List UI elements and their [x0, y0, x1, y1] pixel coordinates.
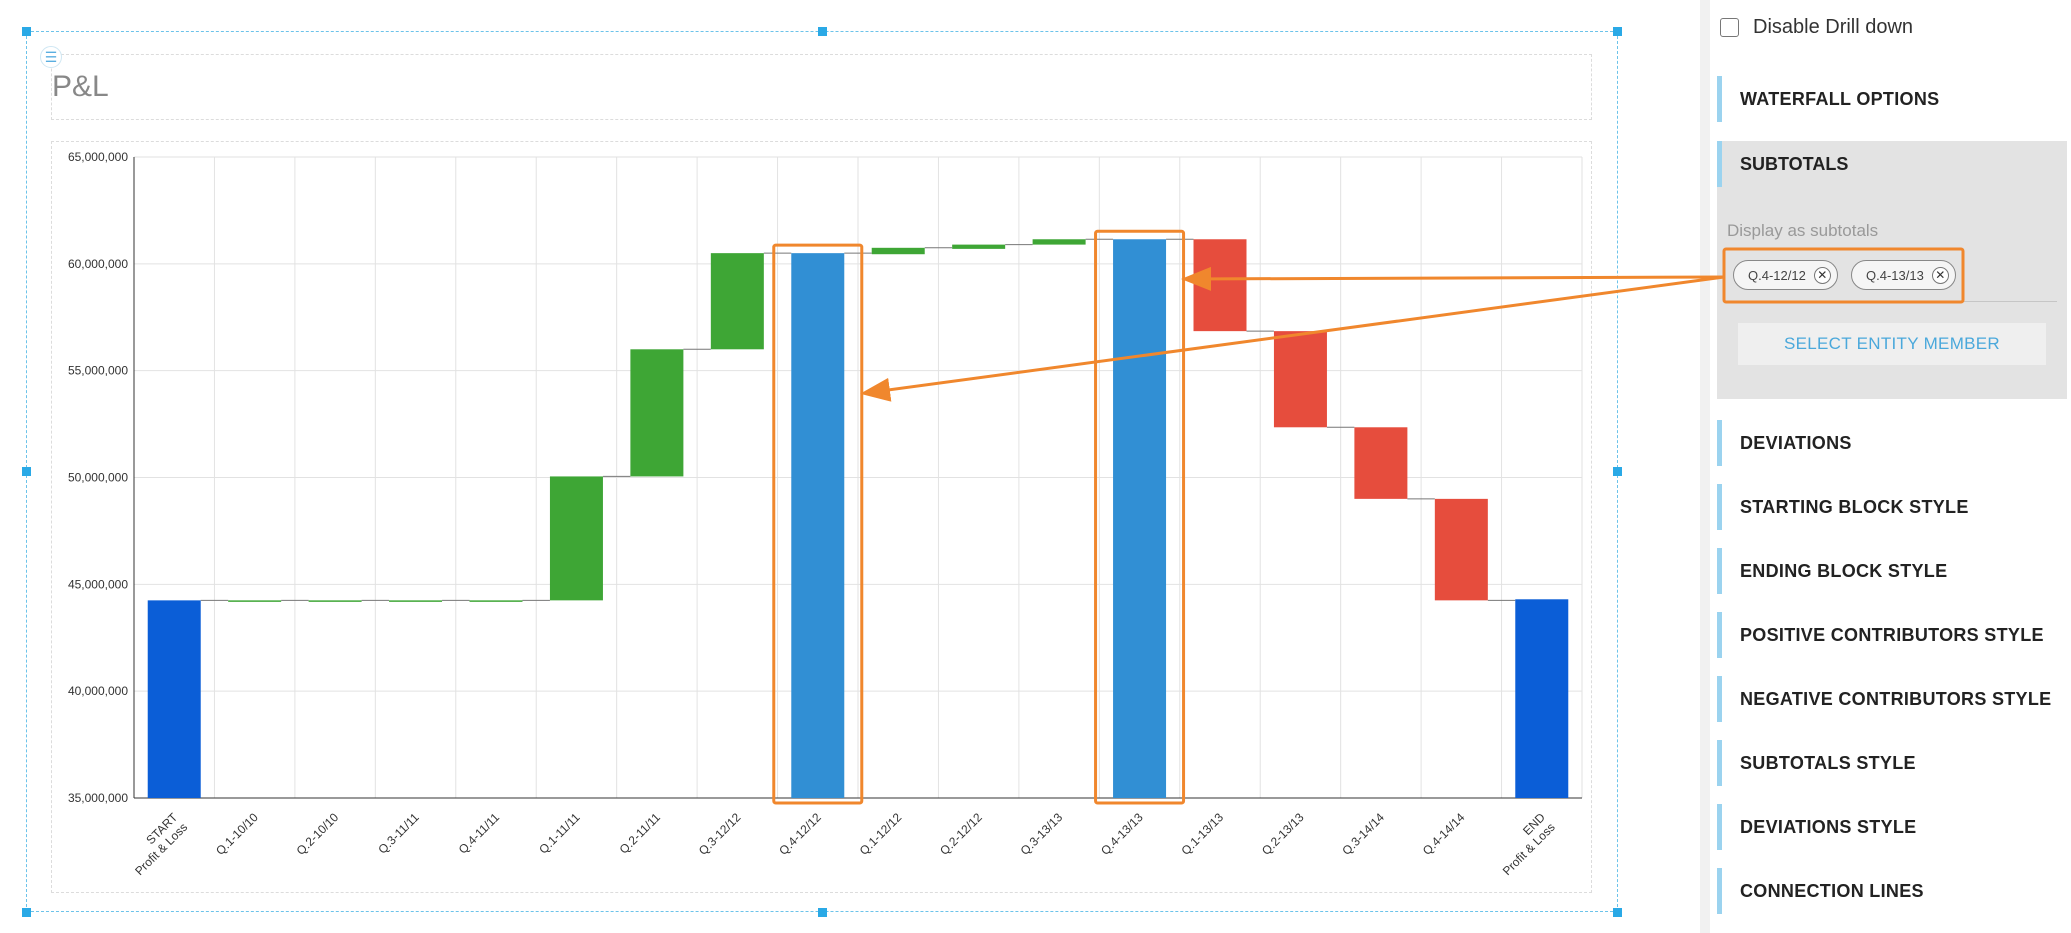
x-tick-label: Q.2-12/12	[937, 810, 985, 858]
bar-Q.1-12/12	[871, 247, 925, 255]
properties-panel	[1710, 0, 2071, 933]
x-tick-label: ENDProfit & Loss	[1490, 810, 1558, 878]
chart-container	[51, 141, 1592, 893]
resize-handle-n[interactable]	[818, 27, 827, 36]
bar-Q.2-10/10	[308, 600, 362, 602]
resize-handle-ne[interactable]	[1613, 27, 1622, 36]
x-tick-label-line: Q.4-11/11	[456, 810, 503, 857]
subtotal-chip-q4-13: Q.4-13/13 ✕	[1851, 260, 1956, 290]
x-tick-label: Q.3-12/12	[696, 810, 744, 858]
x-tick-label-line: Q.1-13/13	[1178, 810, 1226, 858]
section-deviations[interactable]: DEVIATIONS	[1717, 420, 2067, 466]
x-tick-label: Q.2-10/10	[294, 810, 342, 858]
bar-Q.3-14/14	[1354, 427, 1408, 499]
bar-Q.2-12/12	[952, 244, 1006, 249]
bar-Q.3-12/12	[710, 253, 764, 350]
chip-label: Q.4-12/12	[1748, 267, 1806, 283]
resize-handle-w[interactable]	[22, 467, 31, 476]
x-tick-label-line: Q.4-14/14	[1420, 810, 1468, 858]
bar-Q.4-13/13	[1113, 239, 1167, 799]
bar-Q.1-10/10	[228, 600, 282, 602]
page-title: P&L	[52, 70, 109, 103]
x-tick-label-line: Q.3-11/11	[375, 810, 422, 857]
disable-drill-down-label: Disable Drill down	[1753, 16, 1914, 38]
y-tick-label: 55,000,000	[68, 364, 128, 378]
x-tick-label-line: Q.1-11/11	[536, 810, 583, 857]
section-subtotals[interactable]: SUBTOTALS	[1717, 141, 2067, 187]
y-tick-label: 60,000,000	[68, 257, 128, 271]
x-tick-label-line: Q.4-12/12	[776, 810, 824, 858]
title-box	[51, 54, 1592, 120]
bar-START Profit & Loss	[147, 600, 201, 798]
canvas-area: ☰ P&L 35,000,000 40,000,000 45,000,000 50,0…	[22, 27, 1622, 917]
disable-drill-down-checkbox[interactable]	[1720, 18, 1739, 37]
waterfall-chart: 35,000,000 40,000,000 45,000,000 50,000,000…	[68, 150, 1583, 878]
bar-Q.3-13/13	[1032, 239, 1086, 245]
x-tick-label-line: Q.2-11/11	[617, 810, 664, 857]
resize-handle-e[interactable]	[1613, 467, 1622, 476]
x-tick-label-line: Q.4-13/13	[1098, 810, 1146, 858]
x-tick-label: Q.2-11/11	[617, 810, 664, 857]
y-tick-label: 45,000,000	[68, 577, 128, 591]
x-tick-label: Q.3-11/11	[375, 810, 422, 857]
x-tick-label: Q.4-11/11	[456, 810, 503, 857]
close-icon[interactable]: ✕	[1931, 266, 1949, 284]
x-tick-label: Q.1-13/13	[1178, 810, 1226, 858]
divider	[1727, 301, 2057, 302]
section-negative-contributors-style[interactable]: NEGATIVE CONTRIBUTORS STYLE	[1717, 676, 2067, 722]
x-tick-label-line: Q.3-14/14	[1339, 810, 1387, 858]
section-ending-block-style[interactable]: ENDING BLOCK STYLE	[1717, 548, 2067, 594]
y-tick-label: 40,000,000	[68, 684, 128, 698]
x-tick-label-line: Q.3-12/12	[696, 810, 744, 858]
disable-drill-down-row[interactable]: Disable Drill down	[1720, 16, 1913, 39]
section-positive-contributors-style[interactable]: POSITIVE CONTRIBUTORS STYLE	[1717, 612, 2067, 658]
bar-Q.1-13/13	[1193, 239, 1247, 332]
x-tick-label-line: Q.1-10/10	[213, 810, 261, 858]
section-connection-lines[interactable]: CONNECTION LINES	[1717, 868, 2067, 914]
x-tick-label: Q.4-12/12	[776, 810, 824, 858]
resize-handle-nw[interactable]	[22, 27, 31, 36]
x-tick-label-line: Q.2-13/13	[1259, 810, 1307, 858]
bar-Q.2-11/11	[630, 349, 684, 477]
highlight-box-Q.4-12/12	[772, 243, 864, 805]
display-as-subtotals-label: Display as subtotals	[1727, 221, 1879, 240]
bar-Q.4-11/11	[469, 600, 523, 602]
x-tick-label-line: Q.1-12/12	[857, 810, 905, 858]
x-tick-label: Q.3-13/13	[1018, 810, 1066, 858]
close-icon[interactable]: ✕	[1813, 266, 1831, 284]
x-tick-label: Q.2-13/13	[1259, 810, 1307, 858]
bar-Q.3-11/11	[389, 600, 443, 602]
bar-Q.2-13/13	[1273, 331, 1327, 428]
x-tick-label: Q.1-12/12	[857, 810, 905, 858]
select-entity-member-button[interactable]: SELECT ENTITY MEMBER	[1738, 323, 2046, 365]
bar-Q.1-11/11	[549, 476, 603, 601]
x-tick-label-line: Q.3-13/13	[1018, 810, 1066, 858]
highlight-box-Q.4-13/13	[1094, 229, 1186, 805]
section-subtotals-style[interactable]: SUBTOTALS STYLE	[1717, 740, 2067, 786]
section-starting-block-style[interactable]: STARTING BLOCK STYLE	[1717, 484, 2067, 530]
y-tick-label: 35,000,000	[68, 791, 128, 805]
subtotal-chip-q4-12: Q.4-12/12 ✕	[1733, 260, 1838, 290]
chip-label: Q.4-13/13	[1866, 267, 1924, 283]
x-tick-label: Q.1-11/11	[536, 810, 583, 857]
bar-Q.4-14/14	[1434, 498, 1488, 601]
x-tick-label: STARTProfit & Loss	[122, 810, 190, 878]
section-waterfall-options[interactable]: WATERFALL OPTIONS	[1717, 76, 2067, 122]
bar-END Profit & Loss	[1515, 599, 1569, 798]
resize-handle-se[interactable]	[1613, 908, 1622, 917]
section-deviations-style[interactable]: DEVIATIONS STYLE	[1717, 804, 2067, 850]
x-tick-label: Q.4-14/14	[1420, 810, 1468, 858]
x-tick-label: Q.4-13/13	[1098, 810, 1146, 858]
x-tick-label-line: Q.2-10/10	[294, 810, 342, 858]
x-tick-label: Q.3-14/14	[1339, 810, 1387, 858]
resize-handle-s[interactable]	[818, 908, 827, 917]
y-tick-label: 50,000,000	[68, 471, 128, 485]
x-tick-label-line: Q.2-12/12	[937, 810, 985, 858]
resize-handle-sw[interactable]	[22, 908, 31, 917]
x-tick-label: Q.1-10/10	[213, 810, 261, 858]
bar-Q.4-12/12	[791, 253, 845, 798]
panel-divider	[1700, 0, 1710, 933]
y-tick-label: 65,000,000	[68, 150, 128, 164]
hamburger-icon[interactable]: ☰	[40, 46, 62, 68]
